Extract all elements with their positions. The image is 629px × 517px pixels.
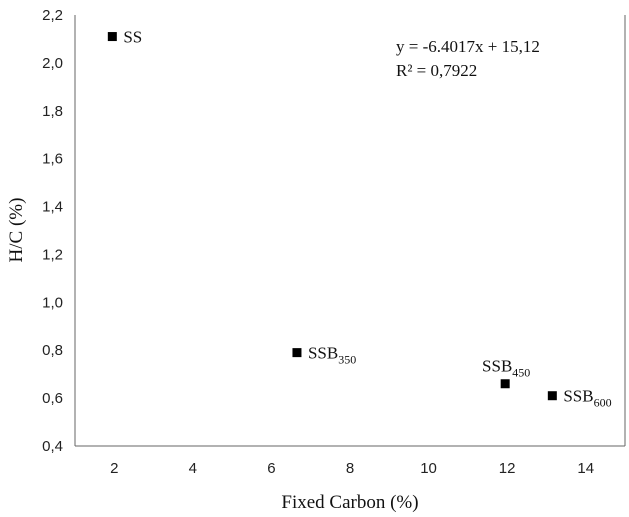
y-tick-label: 1,4 [42,199,63,216]
x-tick-label: 8 [346,460,354,477]
y-tick-labels: 0,4 0,6 0,8 1,0 1,2 1,4 1,6 1,8 2,0 2,2 [42,7,63,455]
regression-equation: y = -6.4017x + 15,12 [396,37,540,56]
x-tick-label: 10 [420,460,437,477]
y-tick-label: 1,6 [42,151,63,168]
y-tick-label: 0,6 [42,390,63,407]
data-point-label: SSB600 [563,387,611,410]
x-tick-labels: 2 4 6 8 10 12 14 [110,460,594,477]
x-tick-label: 4 [189,460,197,477]
x-tick-label: 12 [499,460,516,477]
data-point-marker [107,32,117,42]
data-point-label: SSB350 [308,344,356,367]
x-axis-title: Fixed Carbon (%) [281,492,418,513]
r-squared: R² = 0,7922 [396,61,477,80]
data-points: SS SSB350 SSB450 SSB600 [107,28,612,410]
y-tick-label: 0,4 [42,438,63,455]
data-point-marker [500,379,510,389]
y-tick-label: 2,2 [42,7,63,24]
x-tick-label: 2 [110,460,118,477]
y-tick-label: 1,0 [42,294,63,311]
y-tick-label: 2,0 [42,55,63,72]
y-tick-label: 1,8 [42,103,63,120]
y-axis-title: H/C (%) [6,198,27,263]
data-point-label: SSB450 [482,357,530,380]
regression-annotation: y = -6.4017x + 15,12 R² = 0,7922 [396,37,540,80]
x-tick-label: 6 [267,460,275,477]
data-point-marker [292,348,302,358]
data-point-marker [547,391,557,401]
y-tick-label: 1,2 [42,246,63,263]
plot-area [74,15,626,447]
y-tick-label: 0,8 [42,342,63,359]
data-point-label: SS [123,28,142,47]
x-tick-label: 14 [577,460,594,477]
